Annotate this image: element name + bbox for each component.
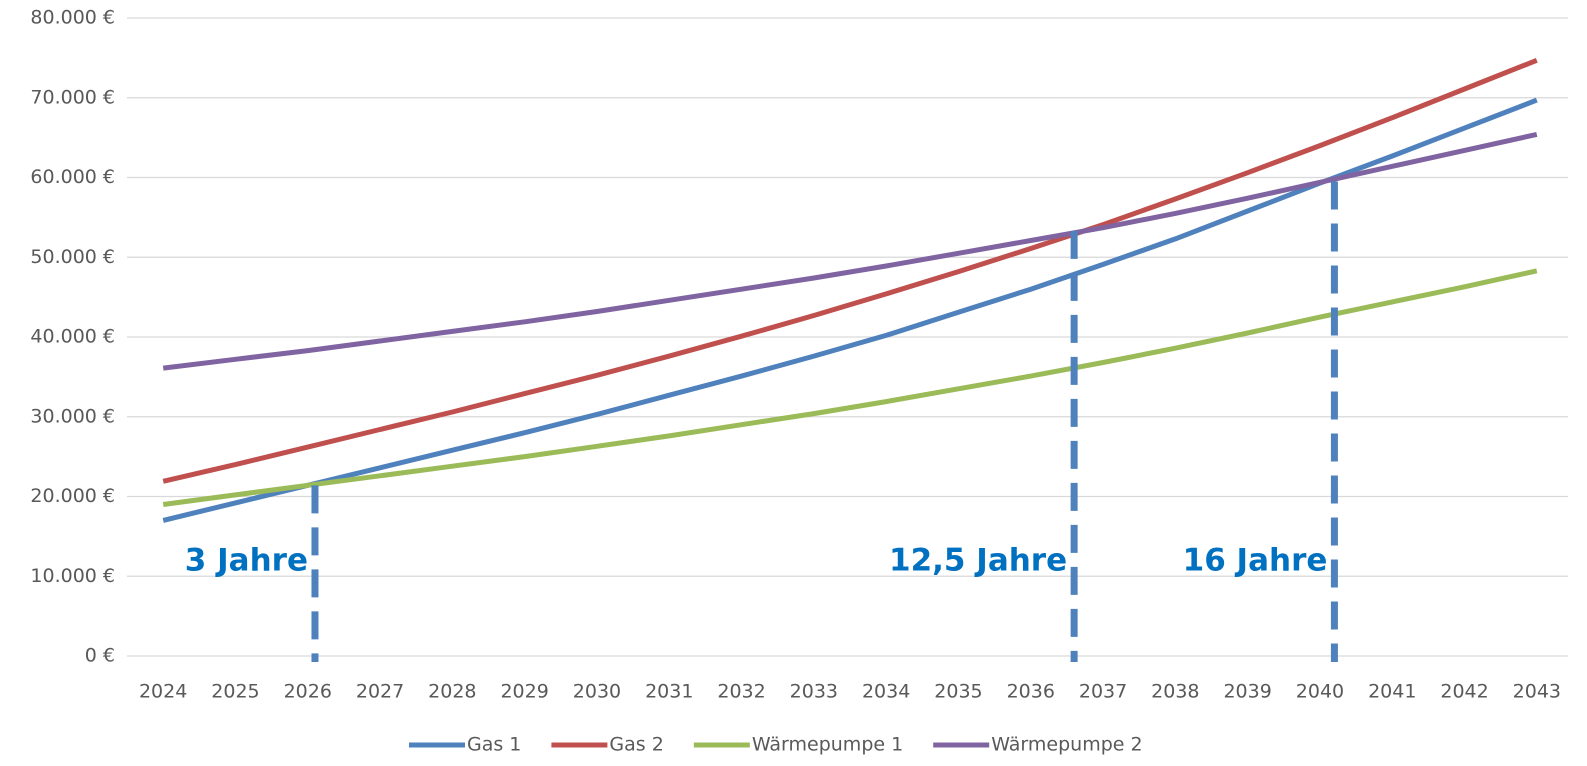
annotation-label: 12,5 Jahre [889, 543, 1067, 579]
x-tick-label: 2032 [717, 681, 765, 703]
x-tick-label: 2027 [356, 681, 404, 703]
x-tick-label: 2031 [645, 681, 693, 703]
series-line [162, 131, 1538, 371]
x-tick-label: 2038 [1151, 681, 1199, 703]
x-tick-label: 2043 [1513, 681, 1561, 703]
y-tick-label: 30.000 € [30, 405, 115, 427]
x-tick-label: 2037 [1079, 681, 1127, 703]
series-line [162, 57, 1538, 484]
legend-label: Wärmepumpe 2 [991, 734, 1142, 756]
x-tick-label: 2029 [500, 681, 548, 703]
legend-label: Gas 1 [467, 734, 521, 756]
x-tick-label: 2040 [1296, 681, 1344, 703]
x-tick-label: 2042 [1440, 681, 1488, 703]
y-tick-label: 50.000 € [30, 246, 115, 268]
y-tick-label: 10.000 € [30, 565, 115, 587]
x-tick-label: 2035 [934, 681, 982, 703]
y-tick-label: 70.000 € [30, 86, 115, 108]
y-tick-label: 60.000 € [30, 166, 115, 188]
x-tick-label: 2033 [790, 681, 838, 703]
annotation-label: 16 Jahre [1183, 543, 1328, 579]
legend-label: Gas 2 [609, 734, 663, 756]
x-tick-label: 2036 [1007, 681, 1055, 703]
x-tick-label: 2041 [1368, 681, 1416, 703]
x-tick-label: 2034 [862, 681, 910, 703]
x-tick-label: 2025 [211, 681, 259, 703]
annotation-label: 3 Jahre [185, 543, 308, 579]
x-tick-label: 2024 [139, 681, 187, 703]
legend-label: Wärmepumpe 1 [752, 734, 903, 756]
series-line [162, 97, 1538, 523]
y-tick-label: 0 € [85, 645, 115, 667]
series-line [162, 268, 1538, 507]
y-tick-label: 40.000 € [30, 326, 115, 348]
x-tick-label: 2026 [284, 681, 332, 703]
y-tick-label: 80.000 € [30, 7, 115, 29]
x-tick-label: 2030 [573, 681, 621, 703]
y-tick-label: 20.000 € [30, 485, 115, 507]
x-tick-label: 2039 [1223, 681, 1271, 703]
x-tick-label: 2028 [428, 681, 476, 703]
